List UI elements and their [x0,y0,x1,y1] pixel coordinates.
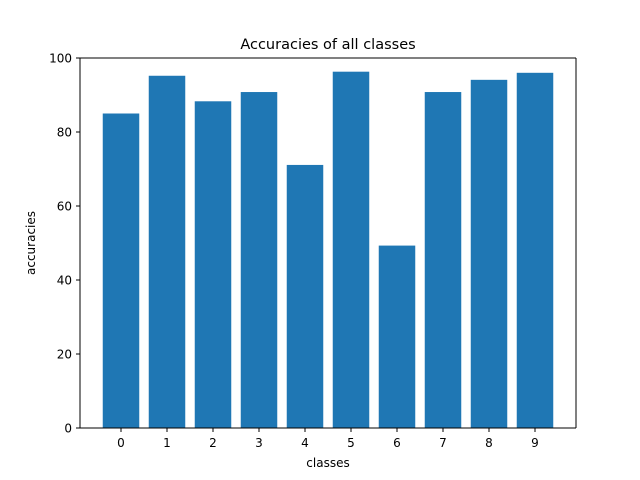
bar-class-3 [240,92,278,428]
bar-class-8 [470,79,508,428]
bar-class-2 [194,101,232,428]
y-tick-label-40: 40 [57,274,72,288]
y-tick-label-0: 0 [64,422,72,436]
x-tick-label-2: 2 [209,436,217,450]
bar-class-9 [516,72,554,429]
bar-class-0 [102,113,140,428]
y-tick-label-20: 20 [57,348,72,362]
x-tick-label-6: 6 [393,436,401,450]
x-axis-label: classes [306,456,349,470]
y-ticks-group: 0 20 40 60 80 100 [49,52,80,436]
y-tick-label-80: 80 [57,126,72,140]
x-tick-label-8: 8 [485,436,493,450]
bar-class-4 [286,164,324,428]
y-tick-label-100: 100 [49,52,72,66]
x-tick-label-5: 5 [347,436,355,450]
bar-class-7 [424,92,462,428]
x-ticks-group: 0 1 2 3 4 5 6 7 8 9 [117,428,539,450]
bar-class-5 [332,71,370,428]
x-tick-label-0: 0 [117,436,125,450]
x-tick-label-3: 3 [255,436,263,450]
y-axis-label: accuracies [24,211,38,275]
chart-title: Accuracies of all classes [240,37,415,53]
bars-group [102,71,554,429]
x-tick-label-4: 4 [301,436,309,450]
x-tick-label-1: 1 [163,436,171,450]
x-tick-label-7: 7 [439,436,447,450]
bar-class-6 [378,245,416,428]
bar-class-1 [148,75,186,428]
y-tick-label-60: 60 [57,200,72,214]
x-tick-label-9: 9 [531,436,539,450]
